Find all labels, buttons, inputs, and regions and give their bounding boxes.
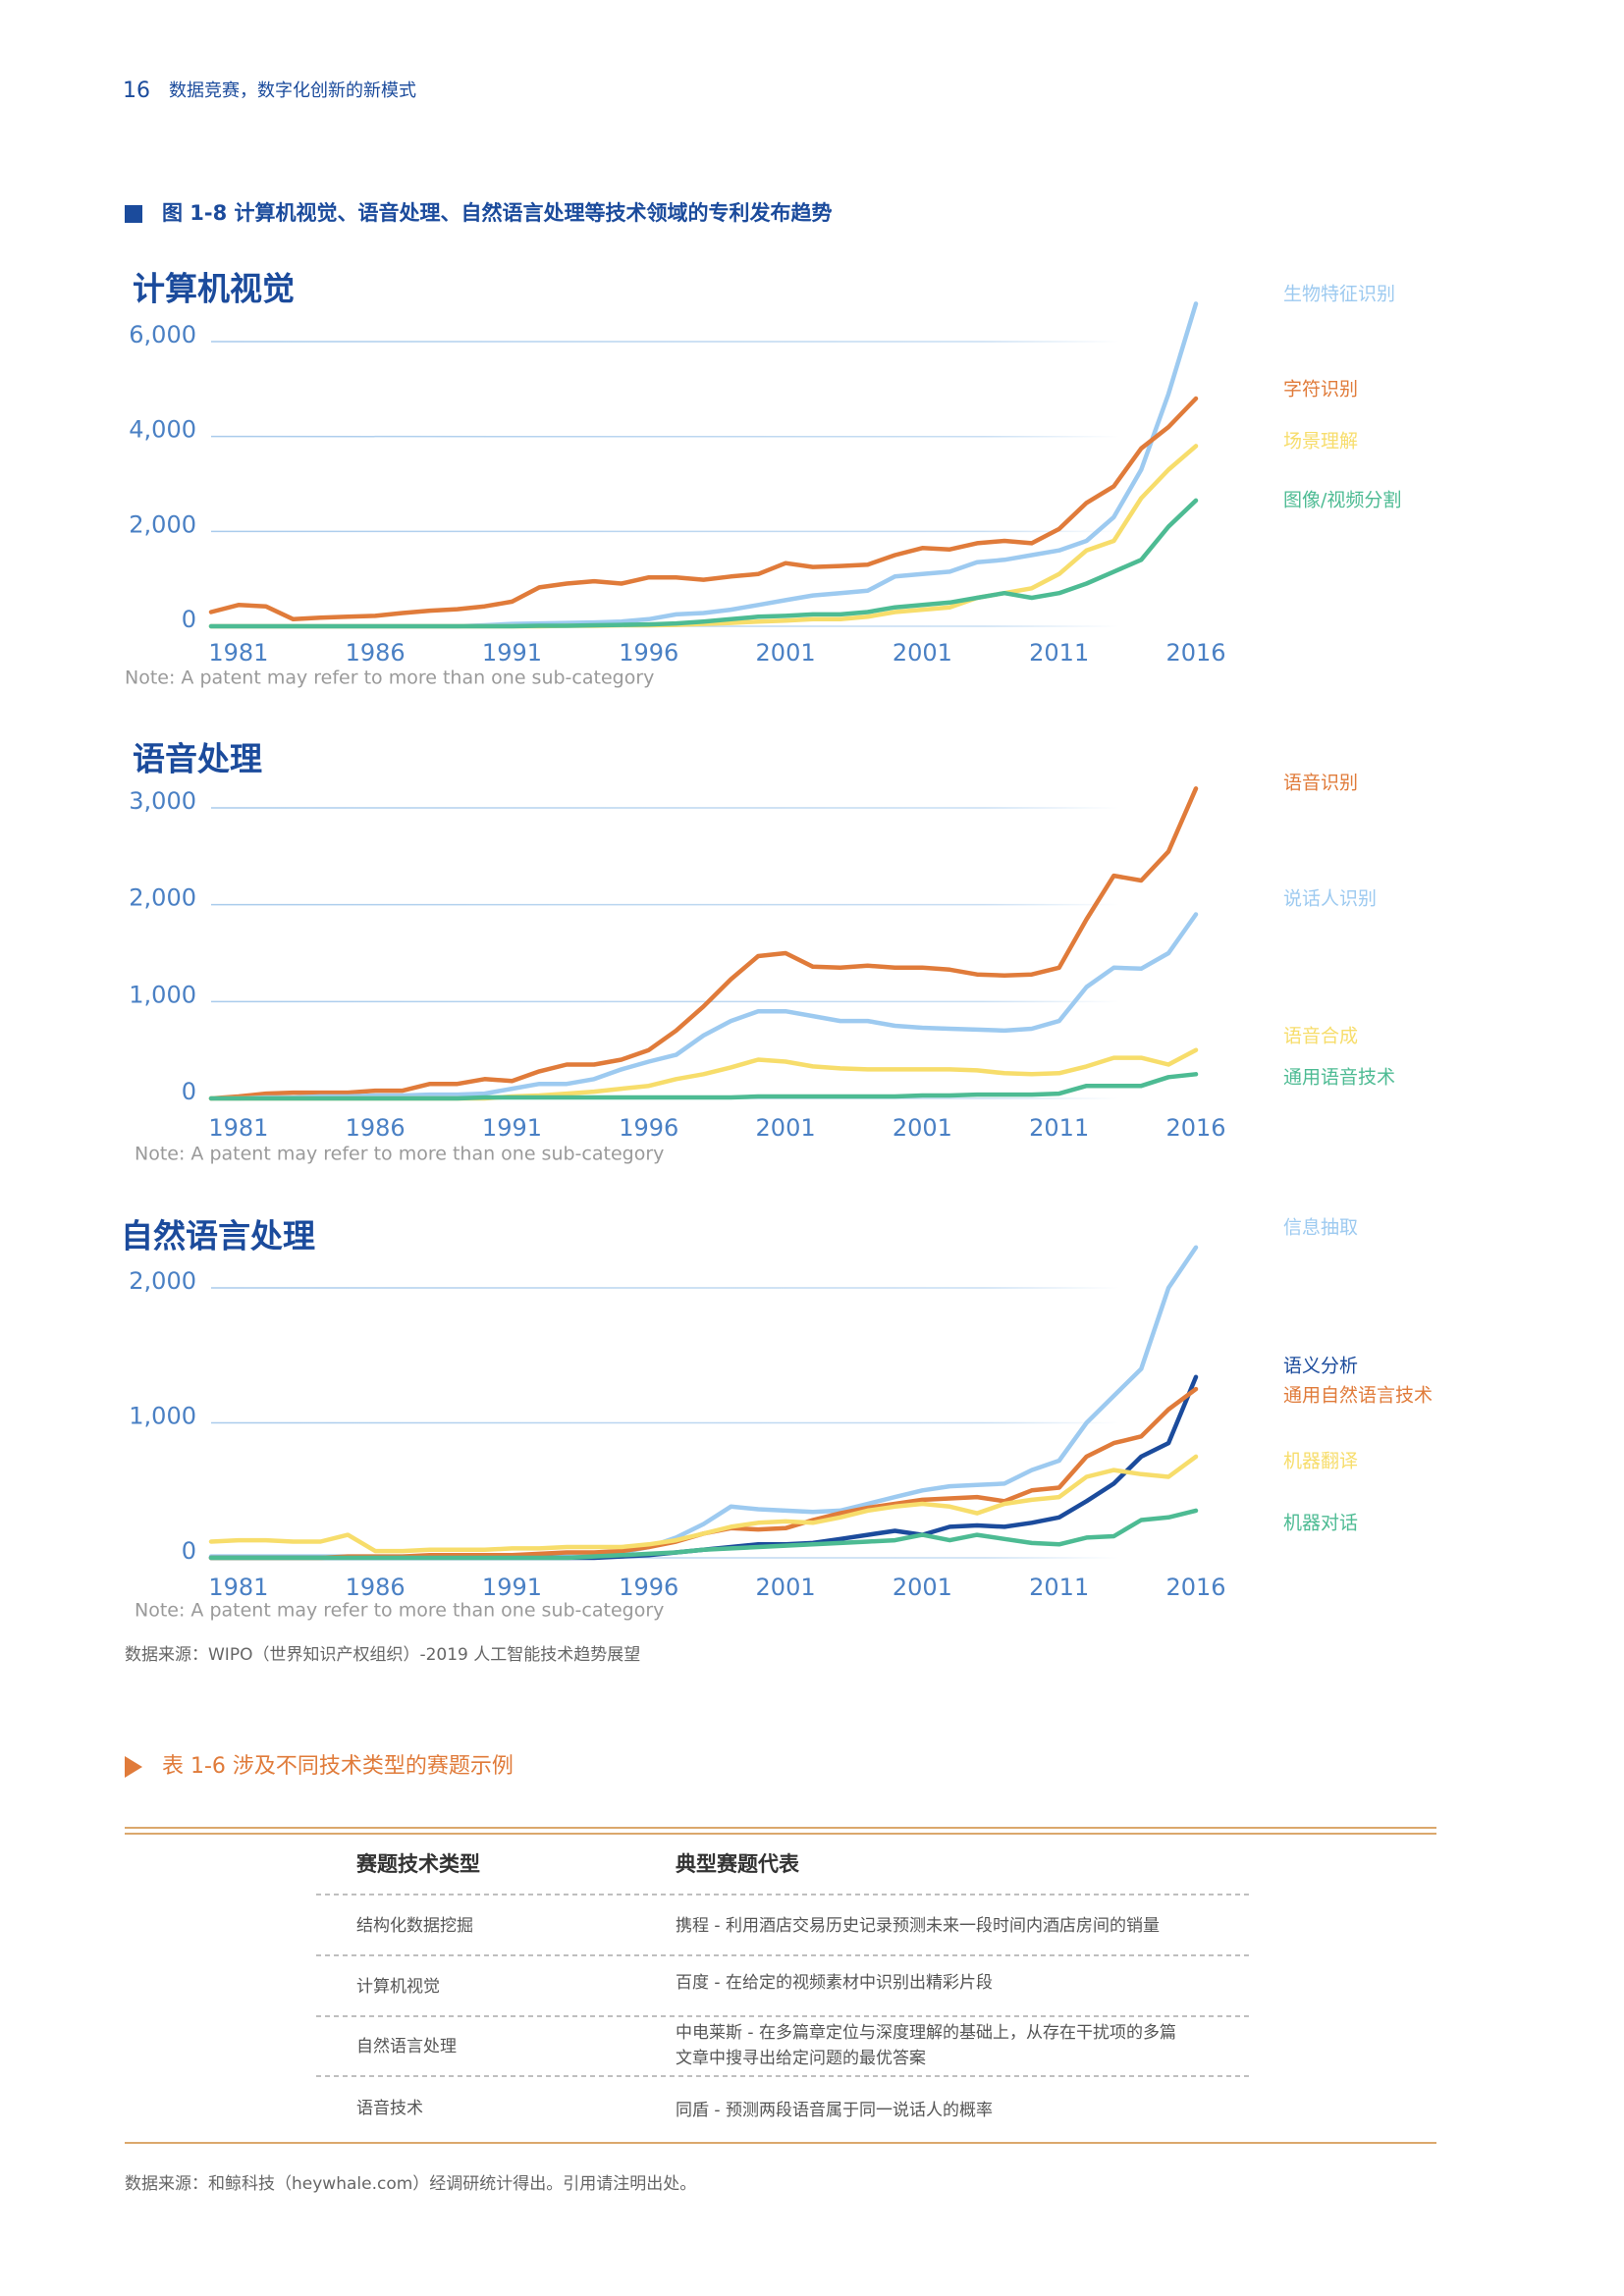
- x-tick-label: 1996: [619, 1574, 678, 1601]
- series-line: [208, 1374, 1199, 1561]
- cell: 百度 - 在给定的视频素材中识别出精彩片段: [676, 1973, 993, 1993]
- cell: 同盾 - 预测两段语音属于同一说话人的概率: [676, 2101, 993, 2120]
- legend-label: 机器翻译: [1283, 1451, 1358, 1472]
- cell: 自然语言处理: [356, 2037, 457, 2056]
- table-title: 表 1-6 涉及不同技术类型的赛题示例: [162, 1754, 514, 1779]
- series-line: [208, 498, 1199, 629]
- x-tick-label: 2001: [756, 1574, 816, 1601]
- legend-label: 场景理解: [1283, 431, 1358, 453]
- x-tick-label: 2001: [756, 639, 816, 667]
- legend-label: 生物特征识别: [1283, 284, 1395, 305]
- figure-title: 图 1-8 计算机视觉、语音处理、自然语言处理等技术领域的专利发布趋势: [162, 201, 833, 225]
- legend-label: 字符识别: [1283, 379, 1358, 400]
- x-tick-label: 2011: [1029, 1574, 1089, 1601]
- y-tick-label: 0: [182, 606, 196, 633]
- x-tick-label: 1981: [208, 1574, 268, 1601]
- x-tick-label: 1996: [619, 1114, 678, 1142]
- series-line: [208, 1454, 1199, 1554]
- series-line: [208, 1245, 1199, 1559]
- x-tick-label: 1981: [208, 1114, 268, 1142]
- chart-title: 自然语言处理: [121, 1217, 315, 1255]
- x-tick-label: 1991: [482, 639, 542, 667]
- x-tick-label: 2016: [1165, 1114, 1225, 1142]
- x-tick-label: 1986: [346, 1574, 406, 1601]
- cell: 语音技术: [356, 2099, 423, 2118]
- series-line: [208, 396, 1199, 622]
- x-tick-label: 2011: [1029, 639, 1089, 667]
- legend-label: 语义分析: [1283, 1356, 1358, 1377]
- x-tick-label: 1991: [482, 1574, 542, 1601]
- legend-label: 图像/视频分割: [1283, 490, 1401, 511]
- figure-marker: [125, 205, 142, 223]
- figure-source: 数据来源：WIPO（世界知识产权组织）-2019 人工智能技术趋势展望: [125, 1645, 640, 1665]
- series-line: [208, 786, 1199, 1101]
- cell: 携程 - 利用酒店交易历史记录预测未来一段时间内酒店房间的销量: [676, 1916, 1160, 1936]
- y-tick-label: 4,000: [129, 416, 196, 444]
- cell: 中电莱斯 - 在多篇章定位与深度理解的基础上，从存在干扰项的多篇: [676, 2023, 1176, 2043]
- page-source: 数据来源：和鲸科技（heywhale.com）经调研统计得出。引用请注明出处。: [125, 2174, 696, 2194]
- x-tick-label: 2001: [893, 639, 952, 667]
- legend-label: 语音识别: [1283, 773, 1358, 794]
- series-line: [208, 1072, 1199, 1101]
- y-tick-label: 6,000: [129, 321, 196, 348]
- legend-label: 说话人识别: [1283, 888, 1377, 910]
- x-tick-label: 2016: [1165, 1574, 1225, 1601]
- chart-note: Note: A patent may refer to more than on…: [135, 1600, 664, 1622]
- series-line: [208, 912, 1199, 1101]
- legend-label: 语音合成: [1283, 1026, 1358, 1047]
- legend-label: 通用自然语言技术: [1283, 1385, 1433, 1407]
- x-tick-label: 1986: [346, 639, 406, 667]
- x-tick-label: 2001: [756, 1114, 816, 1142]
- cell: 文章中搜寻出给定问题的最优答案: [676, 2049, 926, 2068]
- column-header: 典型赛题代表: [676, 1852, 800, 1876]
- page-number: 16: [123, 79, 150, 103]
- table-marker: [125, 1756, 142, 1778]
- series-line: [208, 1508, 1199, 1561]
- chart-title: 计算机视觉: [133, 270, 295, 308]
- legend-label: 机器对话: [1283, 1513, 1358, 1534]
- cell: 结构化数据挖掘: [356, 1916, 473, 1936]
- chart-title: 语音处理: [133, 740, 262, 778]
- legend-label: 通用语音技术: [1283, 1067, 1395, 1089]
- y-tick-label: 1,000: [129, 981, 196, 1008]
- cell: 计算机视觉: [356, 1977, 440, 1997]
- y-tick-label: 2,000: [129, 1267, 196, 1295]
- y-tick-label: 2,000: [129, 884, 196, 912]
- column-header: 赛题技术类型: [355, 1852, 480, 1876]
- running-title: 数据竞赛，数字化创新的新模式: [169, 80, 416, 101]
- y-tick-label: 2,000: [129, 510, 196, 538]
- y-tick-label: 1,000: [129, 1403, 196, 1430]
- x-tick-label: 2001: [893, 1574, 952, 1601]
- y-tick-label: 0: [182, 1537, 196, 1565]
- x-tick-label: 1996: [619, 639, 678, 667]
- legend-label: 信息抽取: [1283, 1217, 1358, 1239]
- x-tick-label: 2001: [893, 1114, 952, 1142]
- x-tick-label: 1981: [208, 639, 268, 667]
- x-tick-label: 2016: [1165, 639, 1225, 667]
- x-tick-label: 2011: [1029, 1114, 1089, 1142]
- y-tick-label: 0: [182, 1078, 196, 1105]
- chart-note: Note: A patent may refer to more than on…: [135, 1144, 664, 1165]
- x-tick-label: 1986: [346, 1114, 406, 1142]
- y-tick-label: 3,000: [129, 787, 196, 815]
- x-tick-label: 1991: [482, 1114, 542, 1142]
- chart-note: Note: A patent may refer to more than on…: [125, 667, 654, 689]
